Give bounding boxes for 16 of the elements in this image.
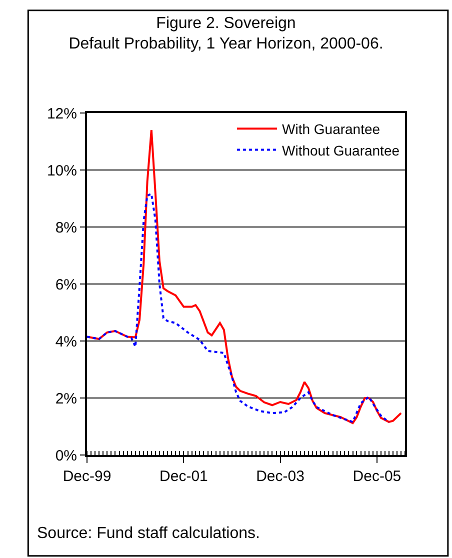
x-tick-label: Dec-05: [352, 468, 402, 485]
line-series: [87, 192, 390, 423]
y-tick-label: 10%: [46, 162, 77, 180]
chart-title: Figure 2. Sovereign Default Probability, 1 Year Horizon, 2000-06.: [68, 14, 384, 53]
x-tick-label: Dec-01: [160, 468, 208, 485]
y-tick-label: 6%: [55, 276, 77, 294]
y-tick-label: 2%: [55, 390, 77, 408]
source-note: Source: Fund staff calculations.: [37, 525, 260, 542]
y-tick-label: 12%: [46, 105, 77, 122]
y-tick-label: 8%: [55, 219, 77, 236]
y-tick-label: 0%: [55, 447, 77, 464]
legend-label: Without Guarantee: [282, 142, 400, 158]
legend-label: With Guarantee: [282, 121, 380, 138]
x-tick-label: Dec-99: [62, 468, 112, 485]
y-tick-label: 4%: [55, 333, 77, 350]
x-tick-label: Dec-03: [256, 468, 304, 485]
